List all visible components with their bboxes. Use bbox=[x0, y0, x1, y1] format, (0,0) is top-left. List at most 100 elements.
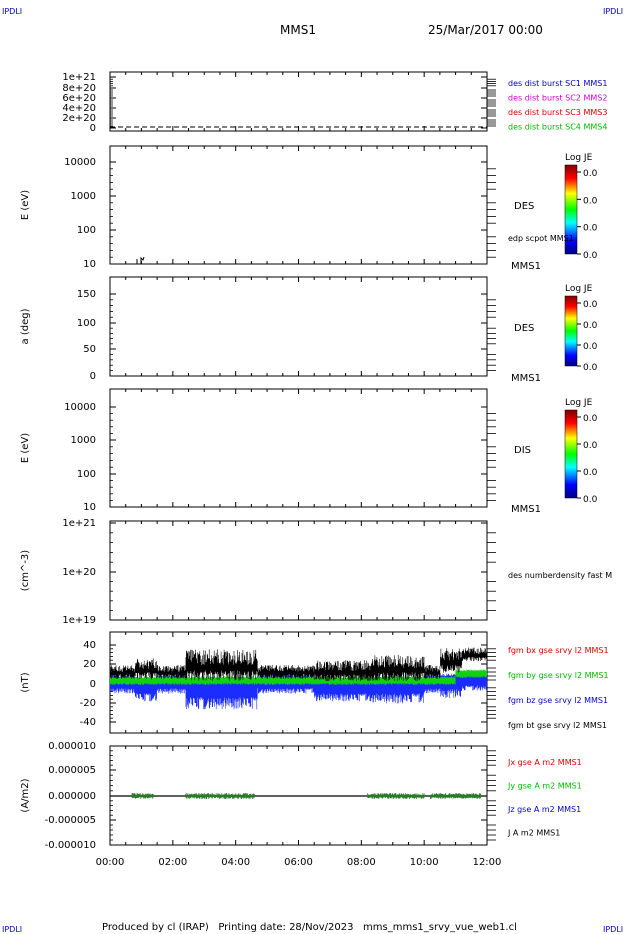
panel-sub-label: MMS1 bbox=[511, 373, 541, 384]
y-tick-label: 1e+20 bbox=[62, 567, 96, 578]
colorbar-tick-label: 0.0 bbox=[583, 414, 598, 424]
y-tick-label: 50 bbox=[83, 344, 96, 355]
y-tick-label: 20 bbox=[83, 659, 96, 670]
y-tick-label: 0.000010 bbox=[48, 741, 96, 752]
legend-entry: des dist burst SC3 MMS3 bbox=[508, 108, 607, 117]
y-tick-label: 1e+21 bbox=[62, 518, 96, 529]
colorbar bbox=[564, 295, 578, 367]
corner-mark-bottom-left: IPDLI bbox=[2, 925, 22, 934]
time-tick-label: 10:00 bbox=[410, 857, 439, 868]
y-tick-label: 2e+20 bbox=[62, 113, 96, 124]
time-tick-label: 04:00 bbox=[221, 857, 250, 868]
colorbar-title: Log JE bbox=[565, 398, 593, 408]
scpot-trace bbox=[136, 256, 145, 264]
time-tick-label: 12:00 bbox=[473, 857, 502, 868]
panel-frame bbox=[109, 520, 488, 621]
panel-frame bbox=[109, 145, 488, 265]
colorbar-tick-label: 0.0 bbox=[583, 342, 598, 352]
y-tick-label: -0.000010 bbox=[45, 840, 96, 851]
corner-mark-top-right: IPDLI bbox=[603, 7, 623, 16]
y-tick-label: 6e+20 bbox=[62, 93, 96, 104]
bt-trace bbox=[110, 647, 487, 682]
y-tick-label: 100 bbox=[77, 318, 96, 329]
colorbar-tick-label: 0.0 bbox=[583, 468, 598, 478]
colorbar-tick-label: 0.0 bbox=[583, 495, 598, 505]
footer-credit: Produced by cl (IRAP) Printing date: 28/… bbox=[102, 922, 517, 933]
legend-entry: fgm by gse srvy l2 MMS1 bbox=[508, 671, 609, 680]
by-trace bbox=[110, 669, 487, 685]
corner-mark-top-left: IPDLI bbox=[2, 7, 22, 16]
y-tick-label: 1e+21 bbox=[62, 72, 96, 83]
y-tick-label: 1000 bbox=[71, 435, 96, 446]
colorbar bbox=[564, 409, 578, 499]
panel-label: DES bbox=[514, 201, 534, 212]
colorbar-tick-label: 0.0 bbox=[583, 363, 598, 373]
y-tick-label: -40 bbox=[80, 717, 96, 728]
legend-entry: des dist burst SC1 MMS1 bbox=[508, 79, 607, 88]
y-axis-label: E (eV) bbox=[20, 433, 31, 463]
y-tick-label: 0.000005 bbox=[48, 765, 96, 776]
y-tick-label: 10000 bbox=[64, 402, 96, 413]
legend-entry: des dist burst SC2 MMS2 bbox=[508, 94, 607, 103]
legend-entry: Jx gse A m2 MMS1 bbox=[507, 758, 582, 767]
legend-entry: fgm bz gse srvy l2 MMS1 bbox=[508, 696, 608, 705]
y-tick-label: 10000 bbox=[64, 157, 96, 168]
y-tick-label: 0.000000 bbox=[48, 791, 96, 802]
panel-frame bbox=[109, 276, 488, 377]
y-axis-label: E (eV) bbox=[20, 190, 31, 220]
colorbar-tick-label: 0.0 bbox=[583, 321, 598, 331]
y-tick-label: 1000 bbox=[71, 191, 96, 202]
y-tick-label: 1e+19 bbox=[62, 615, 96, 626]
y-tick-label: 0 bbox=[90, 679, 96, 690]
panel-label: DIS bbox=[514, 445, 531, 456]
y-tick-label: 150 bbox=[77, 289, 96, 300]
panel-frame bbox=[109, 388, 488, 508]
current-trace bbox=[131, 793, 482, 799]
y-tick-label: 0 bbox=[90, 371, 96, 382]
legend-entry: Jz gse A m2 MMS1 bbox=[507, 805, 581, 814]
colorbar-title: Log JE bbox=[565, 284, 593, 294]
y-axis-label: (A/m2) bbox=[20, 778, 31, 812]
mag-traces bbox=[110, 647, 487, 710]
colorbar-tick-label: 0.0 bbox=[583, 169, 598, 179]
y-tick-label: 10 bbox=[83, 502, 96, 513]
panel-frame bbox=[109, 71, 488, 132]
legend-entry: des dist burst SC4 MMS4 bbox=[508, 123, 607, 132]
colorbar-title: Log JE bbox=[565, 153, 593, 163]
header-date: 25/Mar/2017 00:00 bbox=[428, 23, 543, 37]
legend-entry: Jy gse A m2 MMS1 bbox=[507, 782, 582, 791]
colorbar-tick-label: 0.0 bbox=[583, 251, 598, 261]
colorbar-tick-label: 0.0 bbox=[583, 196, 598, 206]
y-axis-label: a (deg) bbox=[20, 308, 31, 344]
legend-entry: fgm bt gse srvy l2 MMS1 bbox=[508, 721, 607, 730]
time-axis: 00:00 02:00 04:00 06:00 08:00 10:00 12:00 bbox=[96, 857, 502, 868]
y-tick-label: 40 bbox=[83, 640, 96, 651]
colorbar-tick-label: 0.0 bbox=[583, 441, 598, 451]
corner-mark-bottom-right: IPDLI bbox=[603, 925, 623, 934]
header-spacecraft: MMS1 bbox=[280, 23, 316, 37]
y-tick-label: 10 bbox=[83, 259, 96, 270]
time-tick-label: 02:00 bbox=[158, 857, 187, 868]
time-tick-label: 00:00 bbox=[96, 857, 125, 868]
y-tick-label: 4e+20 bbox=[62, 103, 96, 114]
y-tick-label: 100 bbox=[77, 469, 96, 480]
y-tick-label: 0 bbox=[90, 123, 96, 134]
y-tick-label: -20 bbox=[80, 698, 96, 709]
time-tick-label: 06:00 bbox=[284, 857, 313, 868]
time-tick-label: 08:00 bbox=[347, 857, 376, 868]
y-axis-label: (nT) bbox=[20, 672, 31, 692]
legend-entry: J A m2 MMS1 bbox=[507, 829, 560, 838]
panel-label: DES bbox=[514, 323, 534, 334]
legend-entry: des numberdensity fast M bbox=[508, 571, 612, 580]
colorbar bbox=[564, 164, 578, 255]
colorbar-tick-label: 0.0 bbox=[583, 224, 598, 234]
panel-sub-label: MMS1 bbox=[511, 504, 541, 515]
overlay-legend: edp scpot MMS1 bbox=[508, 234, 574, 243]
y-axis-label: (cm^-3) bbox=[20, 550, 31, 591]
y-tick-label: 100 bbox=[77, 225, 96, 236]
colorbar-tick-label: 0.0 bbox=[583, 300, 598, 310]
panels-layer: 1e+218e+206e+204e+202e+20010000100010010… bbox=[20, 71, 612, 851]
y-tick-label: 8e+20 bbox=[62, 83, 96, 94]
panel-sub-label: MMS1 bbox=[511, 261, 541, 272]
